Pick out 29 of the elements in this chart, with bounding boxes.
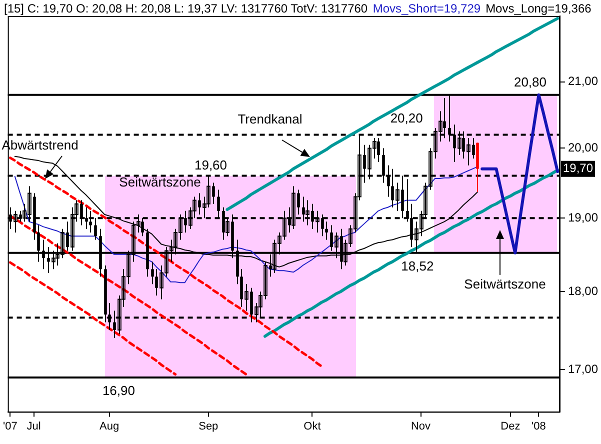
x-tick-label: '08 [532, 420, 546, 432]
x-tick-label: '07 [3, 420, 18, 432]
y-tick-label: 20,00 [568, 140, 598, 155]
x-tick-label: Okt [304, 420, 321, 432]
x-tick-label: Aug [99, 420, 120, 432]
chart-title: [15] C: 19,70 O: 20,08 H: 20,08 L: 19,37 LV: 1317760 TotV: 1317760 [4, 1, 368, 16]
annotation: Seitwärtszone [119, 174, 201, 190]
x-tick-label: Nov [410, 420, 432, 432]
x-tick-label: Sep [198, 420, 218, 432]
annotation: 16,90 [102, 383, 135, 398]
text: Movs_Short=19,729 [372, 1, 481, 16]
annotation: 18,52 [401, 258, 434, 274]
y-tick-label: 21,00 [568, 74, 598, 88]
annotation: Trendkanal [238, 112, 302, 127]
line-series [8, 261, 177, 376]
line-series [8, 156, 323, 368]
y-tick-label: 19,00 [568, 210, 598, 224]
annotation: 19,70 [562, 161, 594, 176]
candlestick [325, 221, 328, 240]
y-tick-label: 17,00 [568, 362, 598, 376]
text: Movs_Long=19,366 [486, 1, 592, 16]
annotation: 19,60 [194, 157, 228, 172]
annotation: 20,20 [390, 110, 423, 126]
annotation: Seitwärtszone [464, 276, 546, 292]
y-tick-label: 18,00 [568, 284, 598, 298]
candlestick [151, 261, 154, 285]
x-tick-label: Dez [500, 420, 520, 432]
annotation: 20,80 [514, 74, 547, 90]
x-tick-label: Jul [26, 420, 41, 432]
